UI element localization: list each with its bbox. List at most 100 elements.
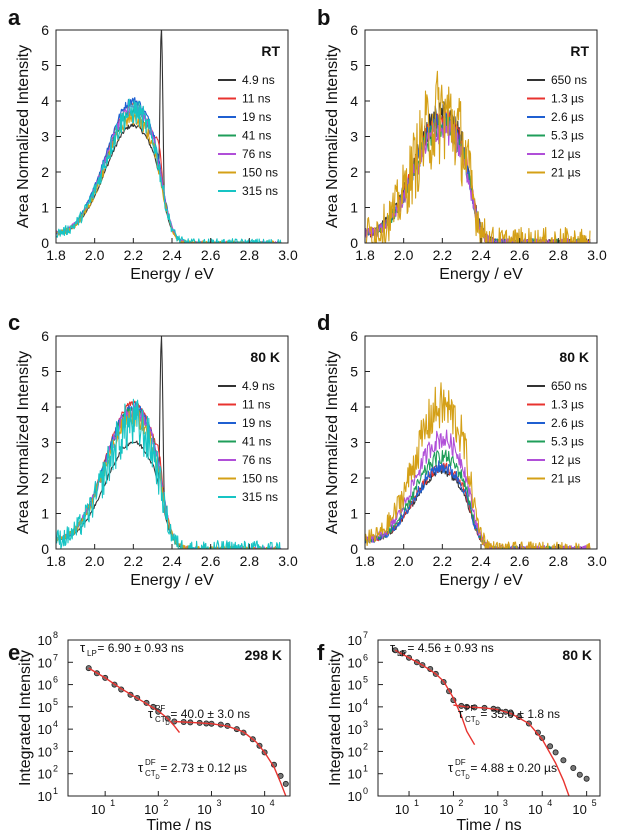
plot-area (85, 665, 289, 796)
x-tick-label: 3.0 (587, 247, 607, 263)
series-line-5 (365, 382, 591, 549)
legend-label: 650 ns (551, 73, 587, 87)
panel-letter: d (317, 310, 330, 335)
legend-label: 41 ns (242, 435, 271, 449)
x-tick-label: 2.2 (433, 247, 453, 263)
tau-subsubscript: D (155, 775, 160, 781)
tau-symbol: τ (390, 640, 396, 655)
y-tick-exponent: 7 (53, 652, 58, 662)
legend-label: 76 ns (242, 453, 271, 467)
y-tick-label: 10 (38, 767, 52, 782)
series-line-6 (56, 98, 282, 243)
x-tick-exponent: 4 (547, 798, 552, 808)
y-tick-label: 1 (350, 200, 358, 216)
x-tick-label: 2.8 (549, 553, 569, 569)
panel-letter: a (8, 5, 21, 30)
tau-value: = 40.0 ± 3.0 ns (170, 707, 250, 721)
tau-symbol: τ (148, 706, 154, 721)
y-tick-exponent: 4 (53, 719, 58, 729)
condition-label: 80 K (562, 647, 592, 663)
legend-label: 150 ns (242, 166, 278, 180)
y-axis-label: Integrated Intensity (327, 650, 344, 786)
y-tick-exponent: 3 (53, 741, 58, 751)
condition-label: 80 K (559, 349, 589, 365)
y-tick-label: 3 (350, 129, 358, 145)
y-tick-label: 4 (350, 399, 358, 415)
tau-value: = 4.88 ± 0.20 µs (470, 761, 557, 775)
y-tick-exponent: 6 (53, 675, 58, 685)
legend-label: 2.6 µs (551, 416, 584, 430)
x-tick-label: 2.6 (510, 553, 530, 569)
legend-label: 315 ns (242, 184, 278, 198)
data-point (583, 775, 590, 782)
y-tick-label: 10 (38, 678, 52, 693)
legend-label: 21 µs (551, 166, 581, 180)
y-axis-label: Area Normalized Intensity (15, 351, 32, 534)
x-axis-label: Energy / eV (130, 572, 214, 589)
legend-label: 1.3 µs (551, 398, 584, 412)
y-tick-label: 0 (41, 541, 49, 557)
x-axis-label: Energy / eV (439, 266, 523, 283)
y-tick-label: 4 (41, 93, 49, 109)
y-tick-label: 5 (350, 58, 358, 74)
y-tick-label: 10 (348, 789, 362, 804)
condition-label: 298 K (245, 647, 282, 663)
data-point (552, 749, 559, 756)
legend-label: 12 µs (551, 453, 581, 467)
panel-letter: b (317, 5, 330, 30)
fit-line-0 (88, 667, 181, 734)
y-tick-exponent: 6 (363, 652, 368, 662)
x-tick-label: 1.8 (355, 553, 375, 569)
y-tick-label: 1 (41, 200, 49, 216)
y-tick-label: 0 (41, 235, 49, 251)
y-tick-label: 0 (350, 541, 358, 557)
y-tick-exponent: 2 (363, 741, 368, 751)
y-tick-label: 0 (350, 235, 358, 251)
tau-subsubscript: D (465, 775, 470, 781)
tau-value: = 4.56 ± 0.93 ns (407, 641, 493, 655)
x-tick-label: 1.8 (46, 553, 66, 569)
x-tick-label: 2.4 (471, 247, 491, 263)
y-tick-label: 5 (41, 58, 49, 74)
y-tick-label: 10 (348, 700, 362, 715)
legend-label: 12 µs (551, 147, 581, 161)
y-tick-exponent: 3 (363, 719, 368, 729)
x-tick-exponent: 1 (414, 798, 419, 808)
y-tick-exponent: 5 (53, 697, 58, 707)
data-point (282, 780, 289, 787)
x-axis-label: Time / ns (456, 817, 521, 834)
tau-subscript: CT (145, 769, 156, 778)
chart-panel-e: 10 1 10 2 10 3 10 410 110 210 310 410 510 610 710 8Time… (8, 630, 291, 834)
tau-value: = 6.90 ± 0.93 ns (97, 641, 183, 655)
legend-label: 76 ns (242, 147, 271, 161)
x-tick-label: 1.8 (46, 247, 66, 263)
x-tick-label: 2.4 (471, 553, 491, 569)
x-tick-label: 3.0 (278, 553, 298, 569)
y-tick-label: 5 (350, 364, 358, 380)
chart-panel-c: 1.8 2.0 2.2 2.4 2.6 2.8 3.0 0 1 2 3 4 5 6 Energy / eV A… (8, 310, 298, 589)
x-tick-exponent: 3 (503, 798, 508, 808)
y-tick-label: 3 (350, 435, 358, 451)
x-tick-exponent: 4 (270, 798, 275, 808)
y-tick-label: 2 (350, 470, 358, 486)
x-tick-label: 10 (439, 802, 453, 817)
y-tick-label: 6 (41, 22, 49, 38)
x-tick-label: 2.0 (394, 247, 414, 263)
x-tick-label: 3.0 (587, 553, 607, 569)
fit-line-0 (394, 649, 476, 746)
x-tick-label: 10 (528, 802, 542, 817)
y-tick-exponent: 7 (363, 630, 368, 640)
y-tick-exponent: 1 (53, 786, 58, 796)
tau-subsubscript: D (475, 721, 480, 727)
x-axis-label: Energy / eV (439, 572, 523, 589)
y-tick-label: 10 (348, 767, 362, 782)
panel-letter: f (317, 640, 325, 665)
x-tick-label: 10 (91, 802, 105, 817)
y-tick-label: 10 (348, 678, 362, 693)
series-line-2 (365, 460, 590, 549)
legend-label: 19 ns (242, 110, 271, 124)
condition-label: RT (570, 43, 589, 59)
tau-symbol: τ (448, 760, 454, 775)
y-tick-label: 10 (38, 655, 52, 670)
